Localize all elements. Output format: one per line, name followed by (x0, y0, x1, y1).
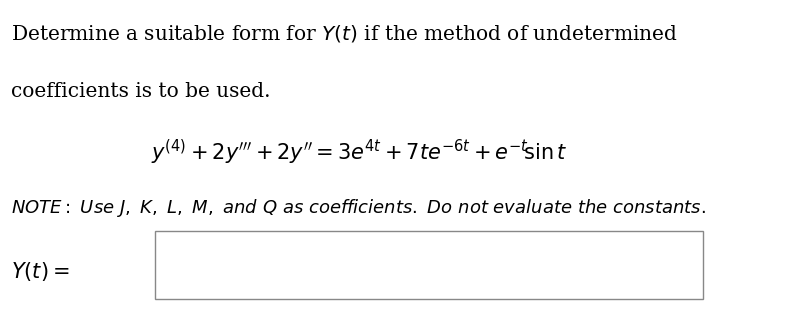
FancyBboxPatch shape (155, 231, 703, 299)
Text: $\mathit{NOTE{:}\ Use\ J,\ K,\ L,\ M,\ and\ Q\ as\ coefficients.\ Do\ not\ evalu: $\mathit{NOTE{:}\ Use\ J,\ K,\ L,\ M,\ a… (10, 197, 706, 219)
Text: $Y(t) =$: $Y(t) =$ (10, 260, 70, 283)
Text: $y^{(4)} + 2y^{\prime\prime\prime} + 2y^{\prime\prime} = 3e^{4t} + 7te^{-6t} + e: $y^{(4)} + 2y^{\prime\prime\prime} + 2y^… (151, 138, 568, 167)
Text: Determine a suitable form for $Y(t)$ if the method of undetermined: Determine a suitable form for $Y(t)$ if … (10, 23, 678, 44)
Text: coefficients is to be used.: coefficients is to be used. (10, 82, 270, 101)
